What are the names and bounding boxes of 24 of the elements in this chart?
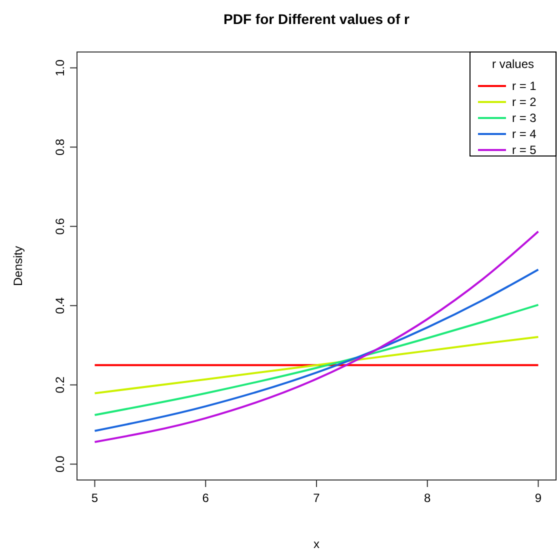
y-axis-title: Density (11, 246, 25, 286)
y-tick-label: 0.0 (53, 455, 67, 472)
line-series (94, 304, 540, 416)
x-tick-label: 5 (91, 491, 98, 505)
line-series (94, 268, 540, 432)
y-tick-label: 0.2 (53, 376, 67, 394)
y-tick-label: 0.4 (53, 296, 67, 314)
legend-label: r = 4 (512, 127, 537, 141)
line-series (94, 336, 540, 394)
legend-label: r = 3 (512, 111, 537, 125)
x-tick-label: 9 (534, 491, 542, 505)
chart-title: PDF for Different values of r (224, 11, 410, 27)
y-tick-label: 1.0 (53, 59, 67, 76)
y-tick-label: 0.6 (53, 218, 67, 235)
x-tick-label: 8 (424, 491, 432, 505)
line-series (94, 230, 540, 443)
x-axis-title: x (314, 537, 320, 551)
legend-title: r values (492, 57, 534, 71)
x-tick-label: 6 (202, 491, 210, 505)
y-tick-label: 0.8 (53, 138, 67, 156)
legend-label: r = 2 (512, 95, 537, 109)
legend-label: r = 5 (512, 143, 537, 157)
x-tick-label: 7 (313, 491, 320, 505)
legend-label: r = 1 (512, 79, 537, 93)
